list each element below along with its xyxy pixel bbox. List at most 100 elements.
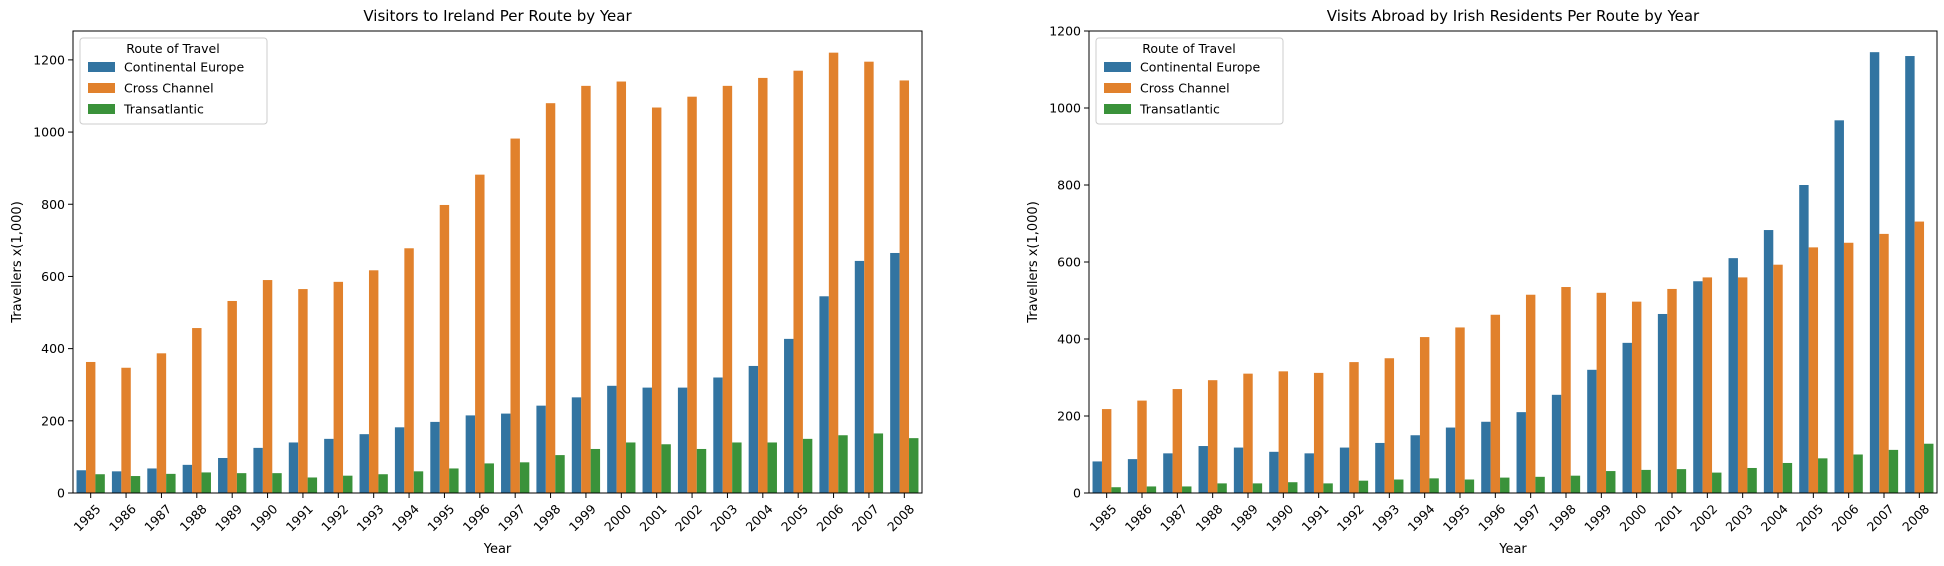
bar-continental-europe-2007 (1869, 52, 1880, 494)
x-tick-label: 1996 (460, 501, 493, 534)
bar-continental-europe-2001 (642, 387, 652, 493)
bar-transatlantic-2005 (802, 438, 813, 493)
x-tick-label: 1989 (1228, 501, 1261, 534)
x-tick-label: 1986 (1122, 501, 1155, 534)
x-tick-label: 1990 (247, 501, 280, 534)
bar-continental-europe-1988 (1198, 446, 1208, 493)
bar-cross-channel-1997 (510, 138, 520, 493)
legend-title: Route of Travel (1142, 41, 1235, 56)
bar-continental-europe-2004 (748, 365, 759, 493)
bar-cross-channel-2003 (1737, 277, 1748, 493)
x-tick-label: 1987 (1157, 501, 1190, 534)
x-tick-label: 2006 (813, 501, 846, 534)
bar-continental-europe-1995 (430, 421, 440, 493)
bar-transatlantic-2004 (1782, 462, 1793, 493)
bar-cross-channel-1996 (475, 174, 485, 493)
bar-continental-europe-1995 (1445, 427, 1456, 493)
bar-cross-channel-2005 (1808, 247, 1819, 493)
x-tick-label: 2008 (1899, 501, 1932, 534)
x-tick-label: 1985 (1086, 501, 1119, 534)
bar-continental-europe-1992 (1339, 447, 1350, 493)
bar-cross-channel-1996 (1490, 314, 1501, 493)
series-cross-channel (85, 52, 910, 494)
x-tick-label: 1991 (283, 501, 316, 534)
bar-cross-channel-1998 (545, 103, 556, 493)
bar-transatlantic-1994 (1429, 478, 1439, 493)
chart-title: Visitors to Ireland Per Route by Year (363, 7, 632, 25)
x-tick-label: 1989 (212, 501, 245, 534)
bar-continental-europe-1985 (1092, 461, 1102, 493)
bar-continental-europe-1992 (324, 438, 334, 493)
x-tick-label: 1987 (141, 501, 174, 534)
bar-continental-europe-1996 (465, 415, 476, 493)
bar-cross-channel-1987 (1172, 389, 1183, 493)
bar-cross-channel-1992 (1349, 362, 1359, 493)
bar-transatlantic-1990 (1288, 482, 1298, 493)
x-tick-label: 2003 (1722, 501, 1755, 534)
x-tick-label: 2007 (849, 501, 882, 534)
x-axis-label: Year (1498, 542, 1527, 557)
bar-transatlantic-2005 (1818, 458, 1828, 493)
bar-transatlantic-2007 (1888, 449, 1899, 493)
bar-transatlantic-2006 (1853, 454, 1863, 493)
x-tick-label: 1998 (1546, 501, 1579, 534)
bar-continental-europe-1997 (501, 413, 511, 493)
x-tick-label: 1997 (1510, 501, 1543, 534)
bar-cross-channel-2002 (1702, 277, 1713, 493)
bar-cross-channel-2004 (1773, 264, 1783, 493)
bar-continental-europe-1988 (182, 464, 193, 493)
bar-transatlantic-1999 (590, 448, 601, 493)
x-tick-label: 1996 (1475, 501, 1508, 534)
bar-transatlantic-1991 (307, 477, 318, 493)
x-tick-label: 1998 (530, 501, 563, 534)
bar-continental-europe-2004 (1763, 230, 1774, 494)
bar-transatlantic-1993 (378, 474, 388, 493)
x-tick-label: 1999 (1581, 501, 1614, 534)
bar-cross-channel-1985 (1101, 409, 1112, 493)
bar-continental-europe-1987 (1163, 453, 1173, 493)
x-tick-label: 1988 (1192, 501, 1225, 534)
bar-continental-europe-1998 (1551, 394, 1562, 493)
bar-cross-channel-1989 (227, 300, 237, 493)
legend: Route of Travel Continental Europe Cross C… (79, 37, 268, 125)
bar-cross-channel-2002 (687, 96, 697, 493)
chart-visitors-to-ireland: 0 200 400 600 800 1000 1200 1985 1986 1987 1988 198… (10, 7, 923, 557)
legend-title: Route of Travel (126, 41, 219, 56)
bar-cross-channel-1989 (1243, 373, 1253, 493)
bar-transatlantic-1998 (555, 455, 565, 493)
y-axis-label: Travellers x(1,000) (1026, 201, 1041, 324)
y-tick-label: 800 (41, 197, 65, 212)
legend-box (1095, 37, 1284, 125)
bar-cross-channel-1985 (85, 361, 96, 493)
bar-cross-channel-1999 (581, 85, 591, 494)
bar-transatlantic-2006 (838, 435, 848, 493)
x-tick-label: 1992 (318, 501, 351, 534)
bar-continental-europe-2003 (1728, 258, 1738, 493)
bar-continental-europe-1994 (394, 427, 405, 493)
x-tick-label: 1994 (389, 501, 422, 534)
bar-cross-channel-2008 (899, 80, 910, 493)
bar-continental-europe-1999 (571, 397, 582, 493)
bar-cross-channel-2006 (828, 52, 839, 493)
bar-transatlantic-1988 (1217, 483, 1227, 494)
x-tick-label: 2005 (1793, 501, 1826, 534)
bar-transatlantic-1986 (1146, 486, 1157, 493)
bar-continental-europe-1994 (1410, 435, 1420, 493)
legend-swatch-cross-channel (1104, 83, 1131, 93)
bar-transatlantic-1996 (484, 463, 494, 493)
x-tick-label: 2007 (1864, 501, 1897, 534)
bar-transatlantic-2007 (873, 433, 884, 493)
bar-cross-channel-1998 (1561, 287, 1571, 493)
bar-continental-europe-1985 (76, 470, 86, 493)
x-tick-label: 1985 (70, 501, 103, 534)
bar-transatlantic-1985 (1111, 487, 1121, 493)
plot-frame (72, 30, 923, 494)
x-axis-label: Year (483, 542, 512, 557)
x-tick-label: 1990 (1263, 501, 1296, 534)
bar-transatlantic-2001 (1676, 469, 1687, 493)
x-tick-label: 2003 (707, 501, 740, 534)
legend-label-cross-channel: Cross Channel (124, 81, 214, 96)
bar-transatlantic-2002 (696, 448, 707, 493)
x-tick-label: 2008 (884, 501, 917, 534)
bar-cross-channel-1997 (1525, 294, 1536, 493)
